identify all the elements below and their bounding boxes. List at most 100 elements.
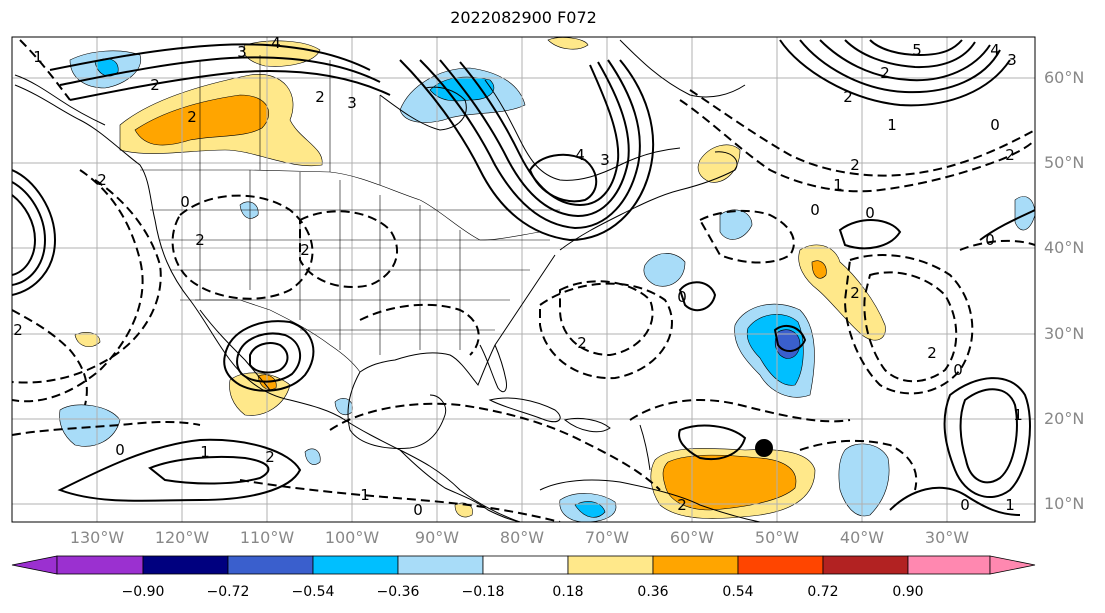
coast-hispaniola [563, 417, 611, 433]
storm-position-marker [755, 439, 773, 457]
contour-label: 0 [115, 441, 125, 459]
lat-label: 10°N [1044, 494, 1085, 513]
contour-label: 2 [195, 231, 205, 249]
contour-pos-pacific2 [148, 455, 270, 485]
contour-neg-3 [171, 194, 314, 300]
contour-label: 4 [990, 41, 1000, 59]
contour-pos-east-south2 [959, 388, 1018, 484]
contour-pos-pacific1 [57, 438, 302, 502]
contour-pos-ne5 [869, 39, 963, 57]
contour-label: 2 [927, 344, 937, 362]
contour-neg-16 [12, 309, 88, 406]
shade-positive-caribbean-core [662, 454, 797, 511]
contour-label: 2 [300, 241, 310, 259]
contour-pos-caribbean [678, 424, 747, 460]
contour-pos-canada2 [59, 56, 381, 86]
colorbar-bin [567, 555, 654, 575]
contour-neg-18 [19, 39, 71, 101]
colorbar [11, 555, 1036, 575]
border-canada-provinces [199, 55, 381, 185]
colorbar-bin [397, 555, 484, 575]
border-us-mexico [195, 299, 361, 373]
coast-south-america [539, 479, 761, 522]
contour-label: 0 [413, 501, 423, 519]
colorbar-tick-label: 0.90 [892, 584, 924, 600]
shade-positive-pacific-small [74, 332, 101, 348]
contour-label: 1 [833, 176, 843, 194]
colorbar-tick-label: −0.54 [291, 584, 335, 600]
contour-pos-trough5 [528, 153, 598, 203]
colorbar-tick-label: −0.72 [206, 584, 250, 600]
lat-label: 40°N [1044, 238, 1085, 257]
shade-positive-small [547, 37, 589, 50]
coast-cuba [488, 397, 561, 423]
contour-label: 0 [985, 231, 995, 249]
contour-pos-atlantic-core [773, 324, 807, 352]
lat-label: 20°N [1044, 409, 1085, 428]
contour-pos-trough1 [399, 59, 655, 242]
contour-label: 2 [850, 284, 860, 302]
contour-neg-1 [12, 169, 144, 403]
map-panel: 3 4 2 3 2 2 1 4 3 2 2 5 4 3 2 0 2 1 2 0 … [12, 34, 1035, 522]
lon-label: 70°W [584, 528, 630, 547]
colorbar-bin [652, 555, 739, 575]
contour-pos-canada3 [69, 70, 391, 101]
shade-positive-small2 [454, 502, 473, 518]
contour-label: 2 [577, 334, 587, 352]
colorbar-bin [907, 555, 991, 575]
contour-neg-12 [329, 402, 661, 491]
contour-label: 1 [200, 443, 210, 461]
contour-label: 3 [600, 151, 610, 169]
contour-label: 1 [1005, 496, 1015, 514]
contour-pos-mexico1 [223, 320, 315, 392]
contour-label: 2 [150, 76, 160, 94]
colorbar-bin [142, 555, 229, 575]
contour-pos-mid-atlantic [838, 219, 902, 250]
contour-neg-7 [679, 99, 1035, 193]
coast-lesser-antilles [639, 424, 651, 471]
contour-label: 3 [1007, 51, 1017, 69]
colorbar-tick-label: 0.18 [552, 584, 584, 600]
colorbar-extend-high [989, 555, 1036, 575]
shade-negative-south-atlantic [838, 443, 890, 517]
positive-contours [12, 39, 1035, 516]
lon-label: 50°W [754, 528, 800, 547]
colorbar-bin [312, 555, 399, 575]
lon-label: 120°W [154, 528, 210, 547]
contour-pos-mexico2 [236, 332, 301, 383]
contour-label: 4 [271, 34, 281, 52]
shade-positive-canada-core [134, 94, 270, 146]
contour-label: 2 [187, 108, 197, 126]
lon-label: 30°W [924, 528, 970, 547]
contour-pos-ne4 [844, 39, 976, 69]
colorbar-bin [227, 555, 314, 575]
contour-label: 2 [880, 64, 890, 82]
contour-neg-2 [12, 179, 162, 384]
colorbar-bin [737, 555, 824, 575]
contour-label: 2 [13, 321, 23, 339]
contour-pos-west-left2 [12, 181, 47, 286]
negative-contours [12, 39, 1035, 522]
colorbar-tick-label: −0.18 [461, 584, 505, 600]
contour-label: 1 [1013, 406, 1023, 424]
contour-neg-15 [698, 209, 795, 264]
lon-label: 60°W [669, 528, 715, 547]
colorbar-tick-label: 0.72 [807, 584, 839, 600]
colorbar-bin [56, 555, 144, 575]
contour-neg-8 [689, 89, 1035, 177]
contour-pos-ne2 [799, 39, 1001, 94]
contour-label: 0 [990, 116, 1000, 134]
contour-label: 0 [865, 204, 875, 222]
lon-label: 110°W [239, 528, 295, 547]
lon-label: 40°W [839, 528, 885, 547]
lon-label: 100°W [324, 528, 380, 547]
contour-label: 2 [677, 496, 687, 514]
contour-neg-5 [559, 280, 654, 357]
map-frame [11, 36, 1036, 523]
colorbar-tick-label: −0.90 [121, 584, 165, 600]
contour-pos-ne1 [779, 39, 1011, 107]
contour-pos-mexico3 [249, 342, 289, 374]
coast-central-america [399, 449, 521, 522]
lat-label: 60°N [1044, 68, 1085, 87]
